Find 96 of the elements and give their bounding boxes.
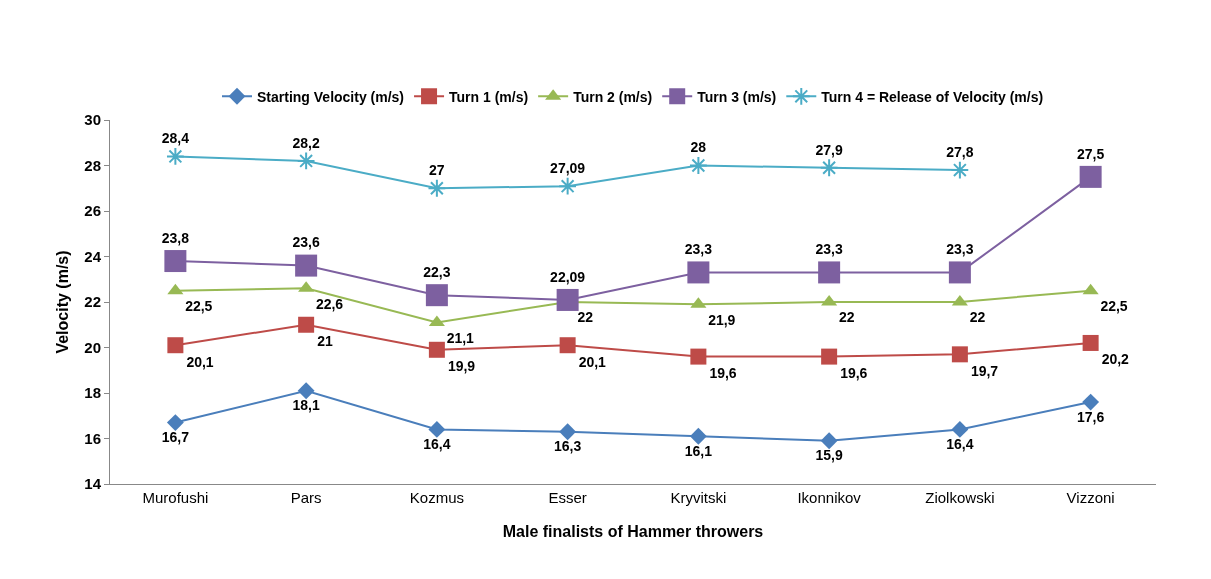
point [820, 432, 838, 450]
y-tick-label: 20 [84, 338, 101, 356]
point [558, 176, 578, 196]
data-label: 21,1 [446, 329, 475, 346]
x-tick-label: Murofushi [142, 489, 209, 506]
point [559, 423, 577, 441]
data-label: 23,3 [946, 241, 974, 258]
point [296, 151, 316, 171]
x-tick-label: Kryvitski [670, 489, 727, 506]
y-tick-label: 14 [84, 475, 102, 493]
point [166, 414, 184, 432]
point [556, 288, 579, 311]
data-label: 22,5 [1100, 297, 1128, 314]
data-label: 16,4 [946, 436, 974, 453]
x-tick-label: Pars [290, 489, 322, 506]
data-label: 28,4 [161, 130, 190, 147]
data-label: 27,8 [946, 143, 974, 160]
data-label: 27,5 [1077, 145, 1105, 162]
data-label: 20,2 [1101, 351, 1130, 368]
point [165, 147, 185, 166]
point [164, 250, 187, 273]
data-label: 16,3 [554, 438, 582, 455]
point [559, 337, 576, 354]
point [427, 178, 447, 198]
point [821, 348, 838, 365]
y-tick-label: 30 [84, 111, 101, 129]
y-tick-label: 18 [84, 384, 101, 402]
data-label: 16,4 [423, 436, 451, 453]
point [295, 254, 318, 277]
point [428, 420, 446, 438]
data-label: 19,6 [840, 365, 868, 382]
point [948, 261, 971, 284]
data-label: 21,9 [708, 311, 736, 328]
y-axis-title: Velocity (m/s) [54, 250, 71, 354]
y-tick-label: 26 [84, 202, 101, 220]
point [167, 283, 184, 295]
legend-label: Starting Velocity (m/s) [257, 88, 405, 105]
point [687, 261, 710, 284]
data-label: 23,3 [815, 241, 843, 258]
point [688, 156, 708, 175]
data-label: 23,6 [292, 234, 320, 251]
x-tick-label: Vizzoni [1066, 489, 1115, 506]
data-label: 20,1 [578, 353, 607, 370]
point [1079, 165, 1102, 188]
y-tick-label: 28 [84, 156, 101, 174]
y-tick-label: 22 [84, 293, 101, 311]
data-label: 19,9 [447, 358, 476, 375]
data-label: 22 [969, 309, 986, 326]
y-tick-label: 24 [84, 247, 102, 265]
data-label: 22,3 [423, 263, 451, 280]
data-label: 28 [690, 139, 707, 156]
data-label: 22,09 [550, 268, 586, 285]
point [1082, 334, 1099, 351]
point [819, 158, 839, 178]
point [1082, 283, 1099, 295]
data-label: 17,6 [1077, 408, 1105, 425]
data-label: 23,3 [684, 241, 713, 258]
data-label: 19,6 [709, 365, 737, 382]
data-label: 22 [838, 309, 855, 326]
point [1082, 393, 1100, 411]
y-tick-label: 16 [84, 429, 101, 447]
point [167, 337, 184, 354]
data-label: 21 [317, 333, 333, 350]
point [950, 160, 970, 180]
point [297, 382, 315, 400]
x-axis-title: Male finalists of Hammer throwers [502, 522, 764, 540]
point [951, 420, 969, 438]
point [689, 427, 707, 445]
point [298, 316, 315, 333]
data-label: 16,1 [684, 442, 713, 459]
x-tick-label: Kozmus [409, 489, 464, 506]
data-label: 28,2 [292, 134, 320, 151]
point [818, 261, 841, 284]
data-label: 19,7 [970, 362, 999, 379]
legend-label: Turn 2 (m/s) [573, 88, 653, 105]
legend-label: Turn 4 = Release of Velocity (m/s) [821, 88, 1044, 105]
data-label: 18,1 [292, 397, 320, 414]
data-label: 27 [429, 162, 445, 178]
point [425, 284, 448, 307]
data-label: 27,09 [550, 159, 586, 176]
data-label: 22,5 [185, 297, 213, 314]
data-label: 22 [577, 309, 594, 326]
data-label: 23,8 [161, 229, 190, 246]
x-tick-label: Ziolkowski [925, 489, 995, 506]
legend-label: Turn 1 (m/s) [449, 88, 529, 105]
data-label: 20,1 [186, 353, 214, 370]
legend-label: Turn 3 (m/s) [697, 88, 777, 105]
data-label: 16,7 [161, 429, 190, 446]
data-label: 22,6 [315, 295, 344, 312]
x-tick-label: Ikonnikov [797, 489, 862, 506]
point [951, 346, 968, 363]
point [690, 348, 707, 365]
x-tick-label: Esser [548, 489, 587, 506]
data-label: 15,9 [815, 447, 843, 464]
point [428, 341, 445, 358]
data-label: 27,9 [815, 141, 843, 158]
